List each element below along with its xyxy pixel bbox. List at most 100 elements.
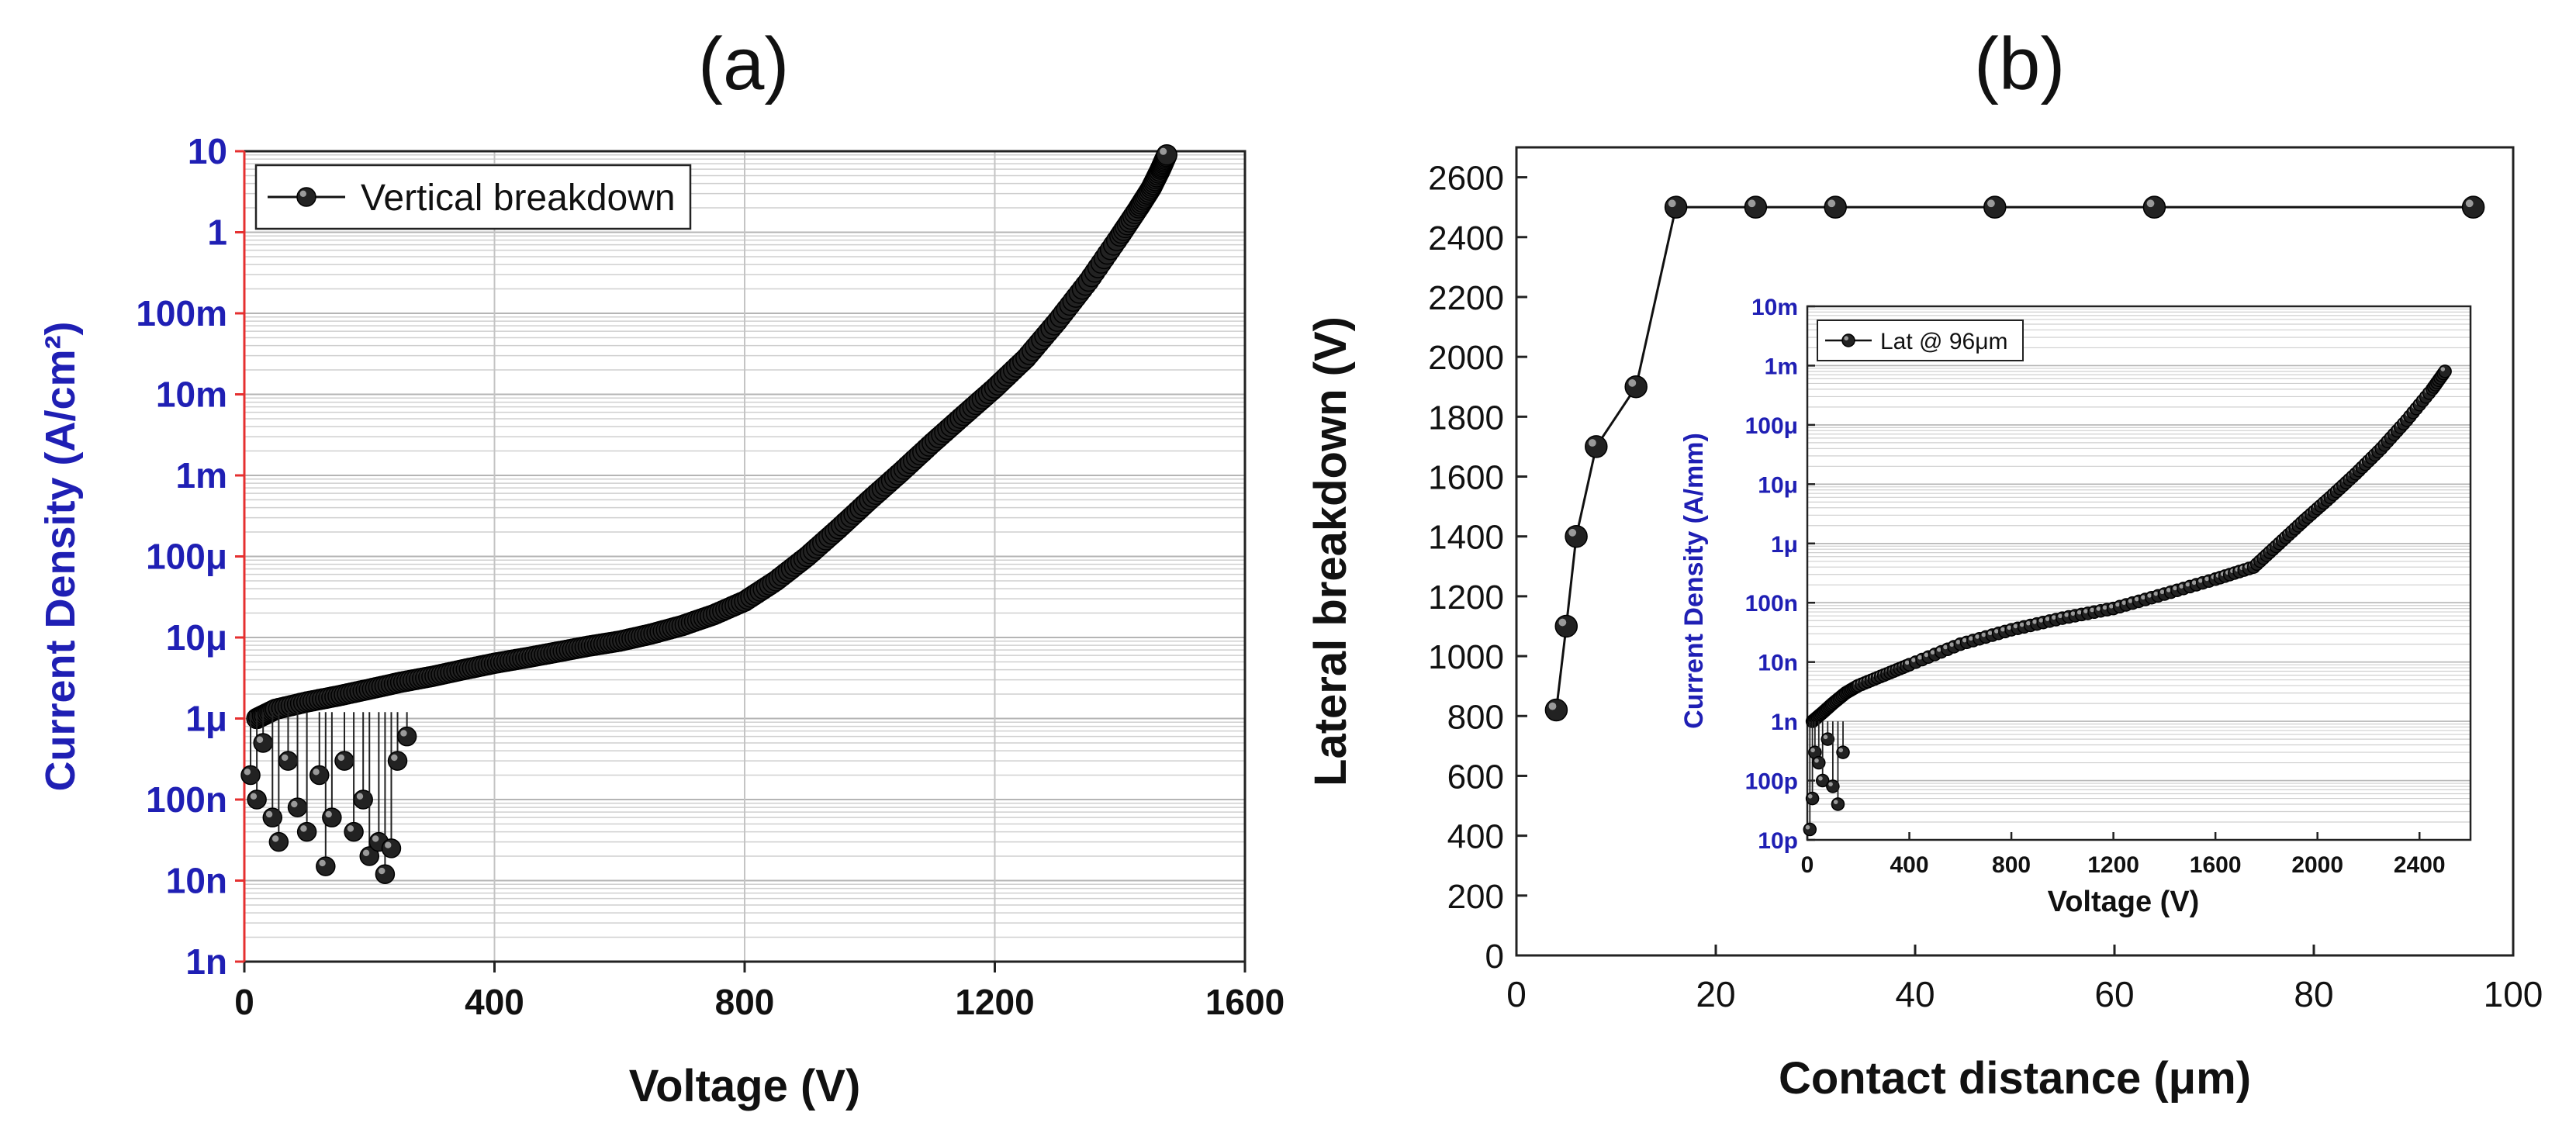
y-tick-label: 10m (156, 375, 227, 415)
inset-data-point-highlight (2038, 618, 2044, 623)
y-tick-label: 100μ (146, 537, 227, 577)
x-tick-label: 1600 (1205, 982, 1285, 1022)
y-axis-label-b: Lateral breakdown (V) (1305, 316, 1356, 786)
panel-a-label: (a) (698, 22, 790, 105)
inset-data-point-highlight (2173, 586, 2177, 591)
y-tick-label-b: 2000 (1428, 339, 1504, 377)
data-point-noise (247, 789, 267, 810)
y-tick-label-b: 1000 (1428, 638, 1504, 676)
inset-data-point-noise (1805, 791, 1820, 806)
y-tick-label: 10 (188, 131, 227, 171)
inset-x-tick-label: 1600 (2190, 852, 2242, 878)
data-point-noise (296, 821, 317, 842)
inset-data-point-highlight (2204, 576, 2209, 582)
inset-data-point-highlight (2070, 611, 2076, 616)
x-tick-label-b: 80 (2294, 974, 2333, 1014)
x-tick-label-b: 60 (2094, 974, 2134, 1014)
inset-y-tick-label: 1m (1765, 354, 1798, 379)
inset-y-tick-label: 100μ (1745, 413, 1798, 439)
inset-data-point-highlight (2013, 624, 2018, 629)
inset-data-point-highlight (2179, 584, 2184, 589)
y-tick-label-b: 2200 (1428, 279, 1504, 317)
x-tick-label: 400 (465, 982, 524, 1022)
inset-data-point-highlight (2198, 579, 2203, 583)
y-tick-label: 1 (207, 212, 227, 253)
y-tick-label: 1n (185, 941, 227, 982)
inset-data-point-noise-highlight (1805, 824, 1810, 830)
inset-y-tick-label: 10p (1758, 828, 1798, 854)
data-point-b-highlight (1827, 199, 1836, 208)
inset-y-tick-label: 100p (1745, 769, 1798, 795)
inset-data-point-noise (1826, 779, 1840, 793)
chart-b-lateral-breakdown: 0 20 40 60 80 1000200400600800100012001400160… (1305, 146, 2543, 1104)
chart-a-vertical-breakdown: 0 400 800 1200 1600 1n 10n 100n 1μ 10μ 100μ 1m 10m 10… (37, 131, 1285, 1111)
legend-marker (296, 187, 316, 207)
data-point-noise-highlight (282, 754, 289, 762)
inset-data-point-highlight (2102, 605, 2107, 610)
y-tick-label-b: 400 (1447, 818, 1504, 856)
inset-data-point-noise-highlight (1828, 782, 1833, 786)
inset-x-tick-label: 2000 (2291, 852, 2343, 878)
inset-data-point-highlight (2166, 588, 2171, 592)
inset-y-tick-label: 10n (1758, 651, 1798, 676)
y-tick-label-b: 1400 (1428, 519, 1504, 557)
inset-y-tick-label: 1n (1771, 710, 1798, 735)
inset-data-point-highlight (2141, 595, 2146, 600)
data-point-b-highlight (1668, 199, 1676, 208)
inset-data-point-highlight (2019, 622, 2024, 627)
inset-data-point-highlight (2026, 620, 2031, 626)
inset-data-point-highlight (2115, 602, 2120, 607)
data-point-b-highlight (1628, 378, 1637, 387)
data-point-noise (334, 751, 354, 771)
inset-x-tick-label: 800 (1992, 852, 2031, 878)
y-tick-label-b: 600 (1447, 758, 1504, 796)
inset-data-point-noise (1820, 732, 1835, 746)
inset-data-point-highlight (1924, 652, 1929, 658)
data-point-noise-highlight (391, 754, 398, 762)
data-point-noise (287, 797, 308, 817)
data-point-b (1744, 195, 1768, 219)
inset-legend-marker (1841, 333, 1855, 347)
data-point-b (1565, 524, 1588, 548)
data-point-noise (316, 856, 336, 876)
inset-data-point-noise-highlight (1838, 748, 1844, 753)
inset-data-point-highlight (2134, 596, 2139, 602)
inset-data-point-highlight (2076, 610, 2082, 615)
inset-data-point-highlight (2191, 580, 2197, 586)
inset-data-point-highlight (1949, 642, 1955, 647)
inset-y-axis-label: Current Density (A/mm) (1679, 433, 1709, 729)
data-point-noise-highlight (291, 800, 298, 808)
inset-data-point-highlight (1994, 629, 1999, 634)
inset-data-point-highlight (2052, 615, 2056, 620)
inset-data-point-noise-highlight (1823, 734, 1828, 740)
inset-data-point-highlight (1987, 630, 1993, 636)
data-point-b (1554, 614, 1578, 638)
panel-b-label: (b) (1974, 22, 2066, 105)
inset-data-point-highlight (2185, 582, 2190, 587)
inset-x-axis-label: Voltage (V) (2048, 886, 2200, 918)
inset-y-tick-label: 10m (1751, 295, 1798, 320)
data-point-noise-highlight (300, 825, 307, 832)
inset-x-tick-label: 2400 (2394, 852, 2446, 878)
inset-data-point-noise (1836, 745, 1850, 759)
inset-data-point-highlight (1969, 636, 1973, 641)
inset-data-point (2438, 364, 2452, 378)
data-point-highlight (1160, 147, 1167, 155)
y-tick-label-b: 1200 (1428, 579, 1504, 617)
inset-legend-marker-highlight (1844, 336, 1848, 341)
data-point-noise-highlight (379, 867, 386, 875)
inset-data-point-highlight (2121, 600, 2127, 605)
inset-data-point-highlight (2007, 625, 2012, 630)
data-point-b-highlight (1588, 439, 1596, 447)
data-point-noise-highlight (362, 849, 370, 857)
y-tick-label: 10μ (166, 617, 227, 658)
y-tick-label: 100n (146, 779, 227, 820)
data-point-noise-highlight (313, 769, 320, 776)
inset-data-point-highlight (1937, 647, 1942, 652)
inset-y-tick-label: 100n (1745, 591, 1798, 617)
x-tick-label: 1200 (955, 982, 1034, 1022)
y-tick-label: 100m (136, 293, 227, 333)
inset-data-point-highlight (1962, 637, 1967, 643)
inset-data-point-highlight (2153, 591, 2159, 596)
